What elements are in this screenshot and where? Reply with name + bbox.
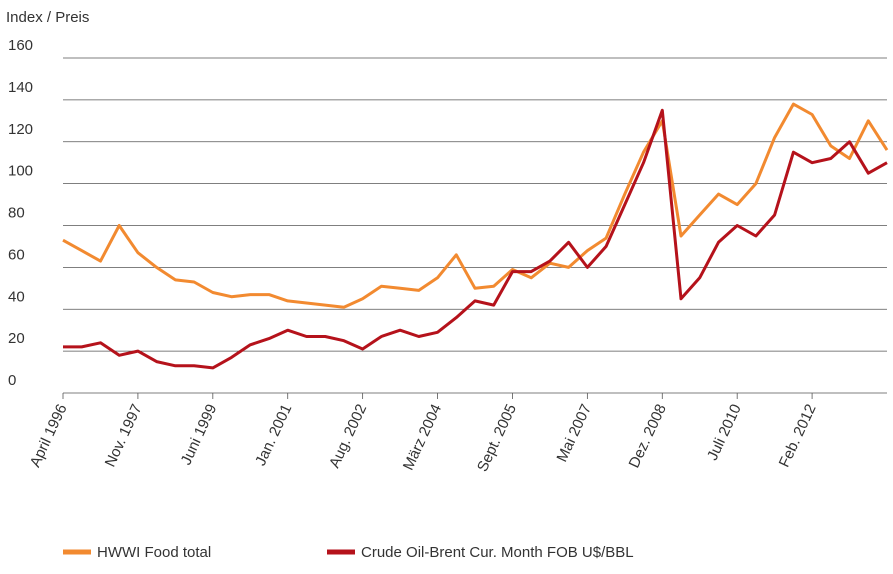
y-axis-label: Index / Preis: [6, 9, 89, 26]
x-tick-label: März 2004: [400, 402, 445, 473]
y-tick-label: 40: [8, 288, 25, 305]
x-tick-label: Juli 2010: [704, 402, 745, 464]
x-tick-label: Aug. 2002: [326, 402, 370, 471]
x-tick-label: Sept. 2005: [474, 402, 520, 475]
legend-label: Crude Oil-Brent Cur. Month FOB U$/BBL: [361, 544, 634, 561]
x-tick-label: Jan. 2001: [252, 402, 295, 469]
y-tick-label: 140: [8, 79, 33, 96]
legend-label: HWWI Food total: [97, 544, 211, 561]
data-line: [63, 108, 888, 370]
y-tick-label: 60: [8, 246, 25, 263]
x-tick-label: Dez. 2008: [626, 402, 670, 471]
y-tick-label: 80: [8, 205, 25, 222]
x-tick-label: Juni 1999: [178, 402, 221, 468]
y-tick-label: 120: [8, 121, 33, 138]
x-tick-label: Mai 2007: [553, 402, 594, 465]
data-line: [62, 102, 889, 309]
x-tick-label: Feb. 2012: [776, 402, 820, 470]
y-tick-label: 20: [8, 330, 25, 347]
y-tick-label: 160: [8, 37, 33, 54]
x-tick-label: Nov. 1997: [102, 402, 146, 470]
y-tick-label: 100: [8, 163, 33, 180]
y-tick-label: 0: [8, 372, 16, 389]
x-tick-label: April 1996: [27, 402, 71, 470]
